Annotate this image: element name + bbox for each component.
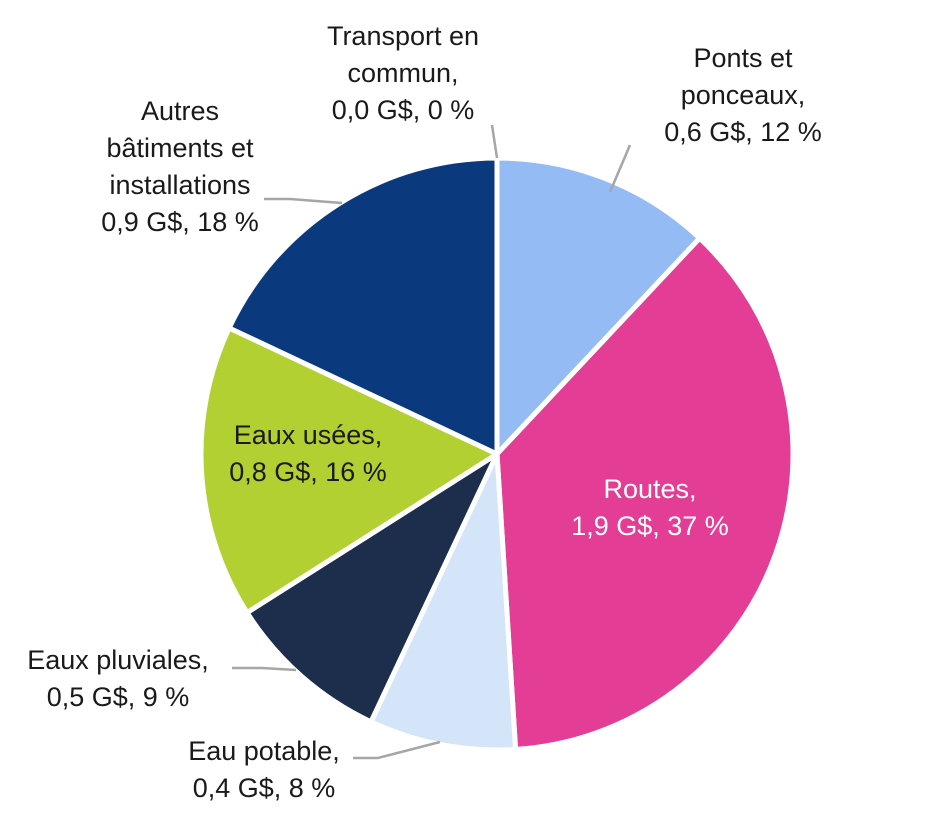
slice-label-line: 0,5 G$, 9 % bbox=[47, 682, 190, 712]
slice-label-eau-potable: Eau potable, 0,4 G$, 8 % bbox=[188, 736, 340, 803]
pie-slices bbox=[198, 155, 796, 753]
slice-label-line: bâtiments et bbox=[106, 133, 254, 163]
slice-label-line: 0,6 G$, 12 % bbox=[664, 117, 822, 147]
leader-line-eaux-pluviales bbox=[232, 666, 297, 672]
slice-labels: Ponts et ponceaux, 0,6 G$, 12 % Routes, 1,9 … bbox=[27, 21, 822, 803]
pie-slice-eaux-pluviales bbox=[244, 451, 500, 725]
slice-label-line: Eaux pluviales, bbox=[27, 645, 209, 675]
slice-label-eaux-usees: Eaux usées, 0,8 G$, 16 % bbox=[229, 420, 387, 487]
slice-label-eaux-pluviales: Eaux pluviales, 0,5 G$, 9 % bbox=[27, 645, 209, 712]
leader-line-transport-en-commun bbox=[490, 124, 499, 159]
leader-line-autres-batiments-et-installations bbox=[264, 197, 343, 205]
slice-label-line: Eaux usées, bbox=[234, 420, 383, 450]
pie-slice-eaux-usees bbox=[198, 325, 500, 616]
slice-label-line: Eau potable, bbox=[188, 736, 340, 766]
slice-label-line: Ponts et bbox=[693, 43, 793, 73]
slice-label-line: Transport en bbox=[327, 21, 479, 51]
slice-label-line: installations bbox=[109, 170, 250, 200]
pie-slice-eau-potable bbox=[368, 451, 519, 753]
slice-label-line: 0,4 G$, 8 % bbox=[193, 773, 336, 803]
slice-label-autres-batiments-et-installations: Autres bâtiments et installations 0,9 G$, 1… bbox=[101, 96, 259, 237]
leader-line-eau-potable bbox=[353, 740, 441, 760]
leader-lines bbox=[232, 124, 632, 760]
slice-label-line: 0,8 G$, 16 % bbox=[229, 457, 387, 487]
slice-label-line: commun, bbox=[347, 58, 458, 88]
slice-label-line: 0,0 G$, 0 % bbox=[332, 95, 475, 125]
pie-slice-autres-batiments-et-installations bbox=[226, 155, 500, 457]
slice-label-line: Autres bbox=[141, 96, 219, 126]
slice-label-transport-en-commun: Transport en commun, 0,0 G$, 0 % bbox=[327, 21, 479, 125]
slice-label-line: ponceaux, bbox=[681, 80, 806, 110]
slice-label-line: Routes, bbox=[603, 474, 696, 504]
slice-label-line: 1,9 G$, 37 % bbox=[571, 511, 729, 541]
leader-line-ponts-et-ponceaux bbox=[608, 144, 632, 193]
pie-slice-ponts-et-ponceaux bbox=[494, 155, 703, 457]
slice-label-ponts-et-ponceaux: Ponts et ponceaux, 0,6 G$, 12 % bbox=[664, 43, 822, 147]
slice-label-routes: Routes, 1,9 G$, 37 % bbox=[571, 474, 729, 541]
slice-label-line: 0,9 G$, 18 % bbox=[101, 207, 259, 237]
pie-slice-routes bbox=[494, 235, 796, 752]
